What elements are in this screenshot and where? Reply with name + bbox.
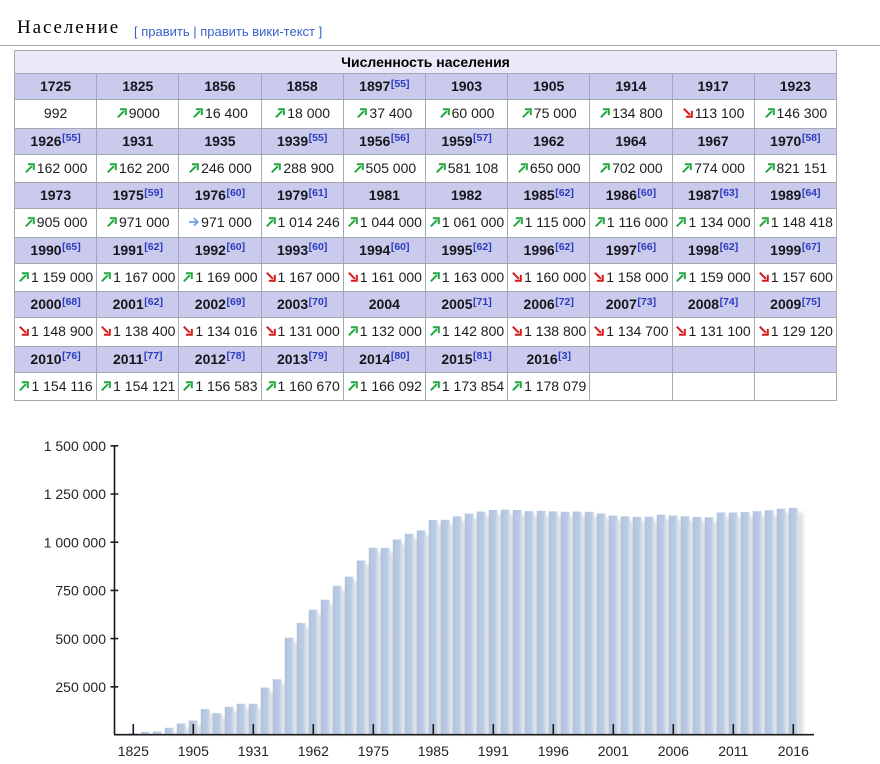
svg-text:1 000 000: 1 000 000: [44, 534, 106, 550]
svg-text:1 250 000: 1 250 000: [44, 486, 106, 502]
svg-text:1 500 000: 1 500 000: [44, 438, 106, 454]
svg-text:2006: 2006: [658, 743, 689, 759]
svg-text:2001: 2001: [598, 743, 629, 759]
svg-text:2016: 2016: [778, 743, 809, 759]
svg-text:1975: 1975: [358, 743, 389, 759]
svg-text:1825: 1825: [118, 743, 149, 759]
svg-text:1962: 1962: [298, 743, 329, 759]
svg-text:1991: 1991: [478, 743, 509, 759]
svg-text:250 000: 250 000: [55, 679, 106, 695]
svg-text:1996: 1996: [538, 743, 569, 759]
svg-text:1985: 1985: [418, 743, 449, 759]
svg-text:500 000: 500 000: [55, 631, 106, 647]
svg-text:2011: 2011: [718, 743, 748, 759]
svg-text:750 000: 750 000: [55, 583, 106, 599]
svg-text:1905: 1905: [178, 743, 209, 759]
svg-text:1931: 1931: [238, 743, 269, 759]
